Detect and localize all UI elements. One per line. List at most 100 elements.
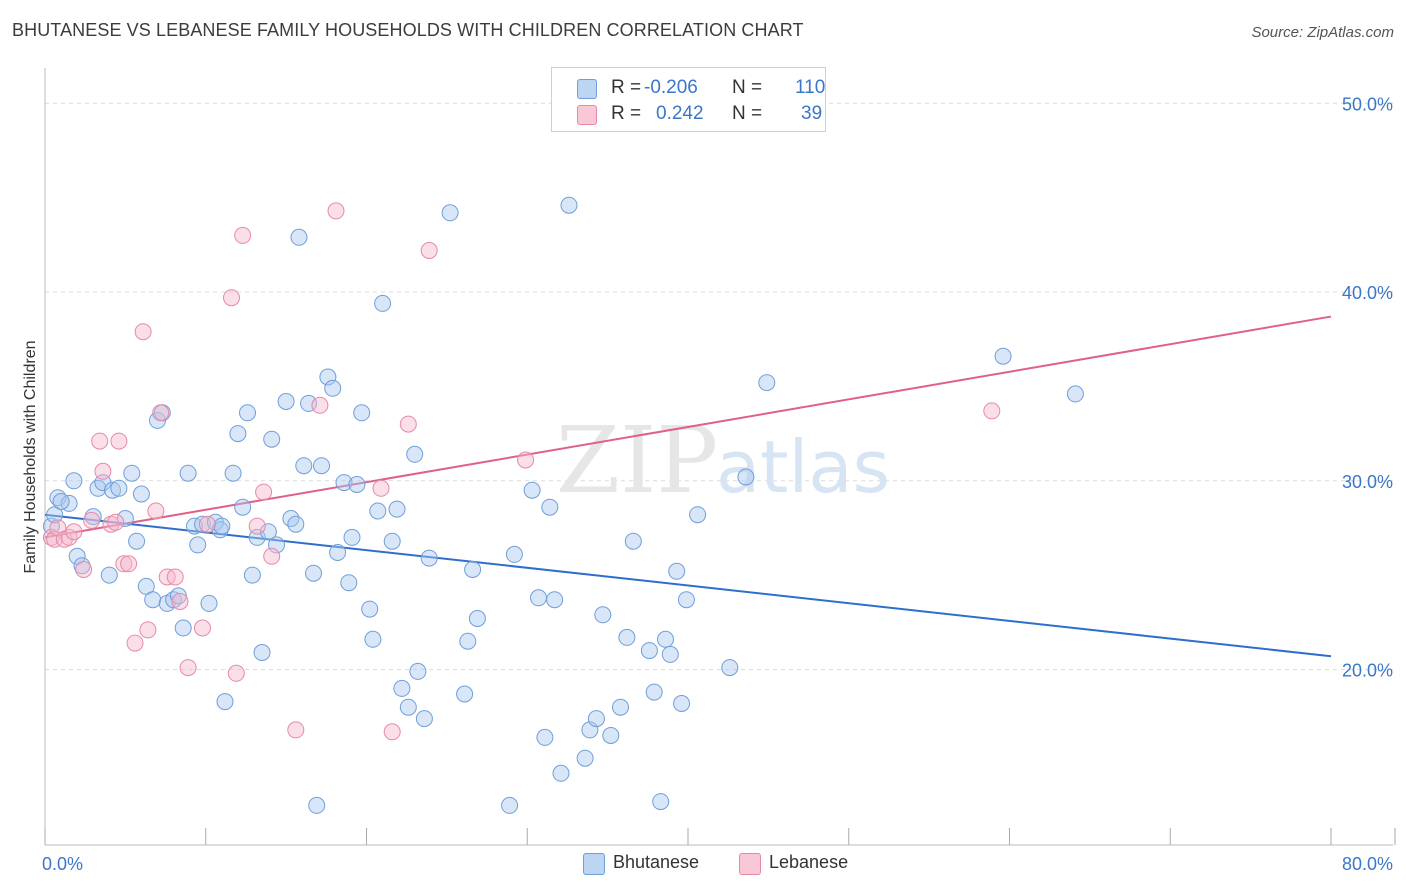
data-point [234,498,252,516]
data-point [994,347,1012,365]
data-point [243,566,261,584]
data-point [324,379,342,397]
data-point [441,204,459,222]
data-point [624,532,642,550]
data-point [144,591,162,609]
data-point [224,464,242,482]
bhutanese-swatch [577,79,597,99]
data-point [128,532,146,550]
data-point [399,698,417,716]
data-point [329,544,347,561]
data-point [1066,385,1084,403]
y-tick-label: 40.0% [1342,283,1393,303]
axes [44,68,1396,846]
data-point [132,485,150,503]
lebanese-swatch [577,105,597,125]
data-point [277,393,295,410]
data-point [369,502,387,520]
data-point [348,476,366,493]
data-point [393,679,411,697]
y-tick-label: 30.0% [1342,472,1393,492]
data-point [552,764,570,782]
data-point [576,749,594,767]
watermark: ZIP atlas [556,407,890,514]
data-point [640,642,658,660]
data-point [406,445,424,463]
trend-line-lebanese [44,315,1332,539]
legend-n-value: 110 [795,77,826,98]
data-point [612,698,629,716]
data-point [60,528,78,546]
data-point [123,464,141,482]
x-tick-label: 0.0% [42,854,83,874]
data-point [229,425,247,443]
data-point [505,545,523,563]
data-point [255,483,273,501]
data-point [464,561,482,578]
series-lebanese [42,202,1001,741]
data-point [253,644,271,661]
data-point [388,500,406,518]
data-point [139,621,157,639]
data-point [107,513,125,531]
data-point [661,645,679,663]
data-point [560,196,578,214]
legend-r-label: R = [611,103,642,124]
data-point [248,517,266,535]
data-point [115,555,133,573]
data-point [364,630,382,648]
data-point [94,462,112,480]
data-point [758,374,776,392]
data-point [311,396,329,414]
data-point [594,606,612,624]
data-point [313,457,330,475]
data-point [83,511,101,529]
data-point [134,323,152,341]
data-point [721,659,739,677]
data-point [602,727,620,744]
data-point [198,515,216,533]
data-point [194,619,211,637]
data-point [335,474,353,492]
data-point [677,591,695,609]
trend-line-bhutanese [44,513,1332,658]
legend-n-label: N = [732,103,763,124]
data-point [541,498,559,516]
data-point [657,630,674,648]
data-point [263,547,281,565]
tick-labels: 20.0% 30.0% 40.0% 50.0% 0.0% 80.0% [42,94,1393,874]
data-point [399,415,417,433]
data-point [259,523,277,541]
data-point [689,506,707,524]
data-point [179,659,197,677]
bottom-legend-label: Lebanese [769,852,849,872]
data-point [456,685,474,703]
trend-lines [44,315,1332,658]
data-point [319,368,337,386]
data-point [673,695,691,712]
data-point [239,404,256,422]
data-point [737,468,755,486]
data-point [546,591,564,609]
data-point [374,294,392,312]
data-point [268,536,285,554]
y-tick-label: 50.0% [1342,94,1393,114]
data-point [468,610,486,627]
data-point [287,721,305,739]
data-point [152,404,170,422]
data-point [340,574,358,592]
data-points [42,196,1084,814]
data-point [169,587,187,605]
x-tick-label: 80.0% [1342,854,1393,874]
data-point [517,451,535,469]
data-point [227,664,245,682]
data-point [91,432,109,450]
y-axis-title: Family Households with Children [22,341,39,574]
data-point [100,566,118,584]
data-point [42,528,60,546]
watermark-zip: ZIP [556,407,718,514]
legend-r-label: R = [611,77,642,98]
data-point [104,481,121,499]
watermark-atlas: atlas [716,425,890,509]
legend-n-label: N = [732,77,763,98]
